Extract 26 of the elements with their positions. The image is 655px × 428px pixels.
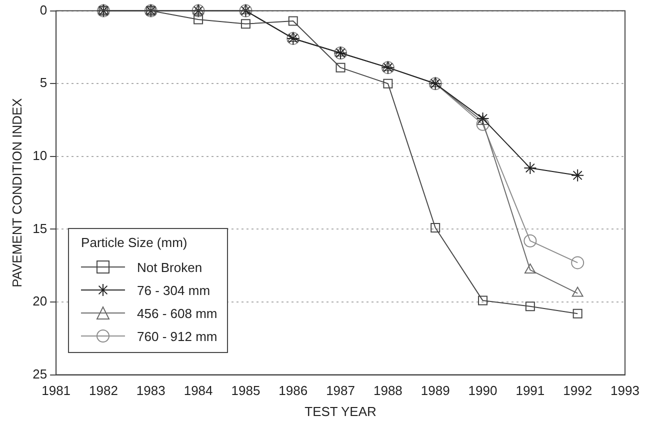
x-tick-label: 1991 [516,383,545,398]
y-tick-label: 5 [40,75,48,90]
y-tick-label: 15 [32,220,48,236]
legend-label: 456 - 608 mm [137,306,218,321]
legend-label: 76 - 304 mm [137,282,210,298]
legend-label: 760 - 912 mm [137,328,218,344]
x-tick-label: 1988 [373,383,402,398]
x-tick-label: 1992 [563,383,592,398]
y-tick-label: 10 [32,148,48,163]
x-tick-label: 1981 [42,383,71,398]
x-tick-label: 1987 [326,383,355,398]
x-tick-label: 1983 [136,383,166,398]
x-tick-label: 1985 [231,383,260,398]
y-tick-label: 20 [32,294,48,309]
legend-title: Particle Size (mm) [81,234,188,250]
x-tick-label: 1982 [89,383,118,398]
legend-label: Not Broken [137,260,202,275]
x-tick-label: 1984 [184,383,213,398]
x-axis-title: TEST YEAR [304,404,376,419]
x-tick-label: 1993 [610,383,640,398]
x-tick-label: 1986 [278,383,308,398]
y-tick-label: 0 [40,2,48,18]
x-tick-label: 1990 [468,383,498,398]
y-tick-label: 25 [32,366,48,382]
y-axis-title: PAVEMENT CONDITION INDEX [9,98,24,288]
x-tick-label: 1989 [420,383,450,398]
